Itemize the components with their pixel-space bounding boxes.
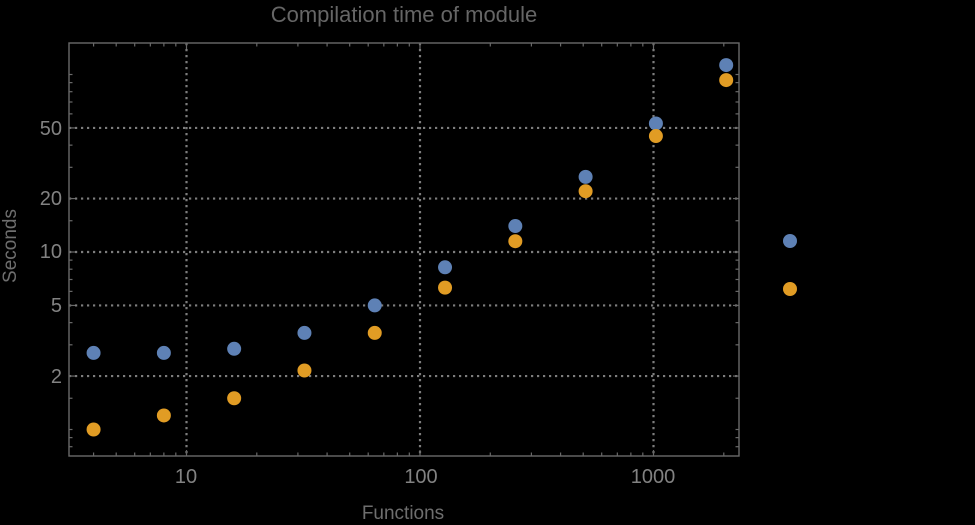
data-point-series-1-blue (86, 345, 101, 360)
data-point-series-2-orange (719, 73, 734, 88)
y-tick-label-50: 50 (39, 118, 62, 140)
legend-marker-series2 (783, 282, 797, 296)
data-point-series-2-orange (367, 325, 382, 340)
data-point-series-1-blue (438, 260, 453, 275)
y-tick-label-2: 2 (50, 366, 62, 388)
y-tick-label-10: 10 (39, 241, 62, 263)
data-point-series-2-orange (156, 408, 171, 423)
data-point-series-2-orange (438, 280, 453, 295)
chart-title: Compilation time of module (270, 2, 538, 27)
data-point-series-1-blue (156, 345, 171, 360)
data-point-series-1-blue (227, 341, 242, 356)
data-point-series-1-blue (719, 58, 734, 73)
x-tick-label-10: 10 (174, 466, 198, 488)
y-tick-label-20: 20 (39, 188, 62, 210)
x-axis-label: Functions (361, 503, 445, 524)
data-point-series-1-blue (367, 298, 382, 313)
data-point-series-2-orange (648, 129, 663, 144)
data-point-series-1-blue (508, 219, 523, 234)
y-tick-label-5: 5 (50, 295, 62, 317)
data-point-series-2-orange (297, 363, 312, 378)
x-tick-label-100: 100 (404, 466, 438, 488)
data-point-series-1-blue (648, 116, 663, 131)
data-point-series-1-blue (578, 169, 593, 184)
plot-frame (68, 42, 740, 457)
x-tick-label-1000: 1000 (630, 466, 676, 488)
data-point-series-2-orange (227, 391, 242, 406)
legend-marker-series1 (783, 234, 797, 248)
data-point-series-2-orange (86, 422, 101, 437)
data-point-series-1-blue (297, 325, 312, 340)
data-point-series-2-orange (508, 234, 523, 249)
data-point-series-2-orange (578, 184, 593, 199)
